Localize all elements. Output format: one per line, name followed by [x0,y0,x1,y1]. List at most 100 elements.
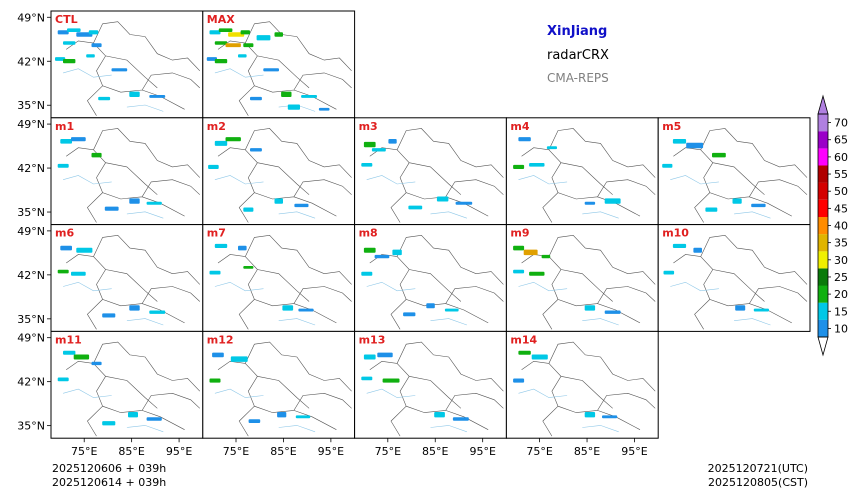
colorbar-tick-label: 15 [834,305,848,318]
x-tick-label: 85°E [270,445,296,458]
echo-cell [584,412,596,418]
panel-m6: m6 [50,224,204,332]
echo-cell [206,57,217,61]
panel-background [658,224,810,332]
x-tick-label: 85°E [118,445,144,458]
echo-cell [128,412,138,418]
echo-cell [434,412,445,418]
echo-cell [149,310,166,314]
province-border [369,128,504,223]
echo-cell [129,305,140,311]
echo-cell [294,203,309,208]
echo-cell [248,419,261,423]
echo-cell [129,198,140,204]
echo-cell [672,243,687,248]
panel-background [51,11,203,118]
y-tick-label: 49°N [17,332,45,345]
echo-cell [518,137,531,142]
province-border [66,341,201,437]
colorbar-segment [818,148,828,166]
province-border [673,234,808,330]
echo-cell [363,354,376,360]
echo-cell [274,198,283,204]
x-tick-label: 95°E [318,445,344,458]
colorbar-segment [818,319,828,337]
echo-cell [672,139,687,144]
colorbar-tick-label: 50 [834,185,848,198]
colorbar-tick-label: 65 [834,134,848,147]
echo-cell [452,417,469,421]
echo-cell [214,243,228,248]
echo-cell [584,201,596,205]
echo-cell [57,30,69,35]
river-line [214,175,316,219]
panel-label: m5 [662,120,681,133]
river-line [63,175,164,219]
panel-m2: m2 [202,117,356,226]
echo-cell [57,377,69,382]
panel-label: m11 [55,333,82,346]
panel-label: m14 [510,333,537,346]
echo-cell [243,43,254,48]
river-line [63,68,164,112]
echo-cell [277,412,287,418]
echo-cell [225,137,241,142]
init-time-cst: 2025120614 + 039h [52,476,166,489]
river-line [63,281,164,326]
echo-cell [513,269,525,274]
echo-cell [523,249,538,256]
y-tick-label: 42°N [17,162,45,175]
province-border [66,128,201,223]
echo-cell [693,247,702,253]
echo-cell [102,421,116,426]
echo-cell [60,245,72,251]
echo-cell [301,95,317,98]
echo-cell [129,91,140,97]
echo-cell [361,376,373,381]
colorbar-tick-label: 45 [834,202,848,215]
echo-cell [146,417,162,421]
panel-background [202,11,355,118]
province-border [521,128,656,223]
echo-cell [238,54,247,58]
y-tick-label: 42°N [17,376,45,389]
axis-labels: 35°N 42°N 49°N 35°N 42°N 49°N 35°N 42°N 49°N 35°N… [17,11,647,458]
echo-cell [363,247,376,253]
echo-cell [705,207,718,212]
panel-background [202,117,355,225]
panel-m14: m14 [505,330,659,439]
panel-m3: m3 [354,117,507,226]
river-line [366,388,467,433]
valid-time-utc: 2025120721(UTC) [708,462,808,475]
echo-cell [209,270,221,275]
x-tick-label: 85°E [422,445,448,458]
y-tick-label: 35°N [17,420,45,433]
echo-cell [149,95,166,98]
echo-cell [225,43,241,48]
echo-cell [86,54,95,58]
colorbar-segment [818,216,828,235]
echo-cell [377,352,393,358]
panel-background [658,117,810,225]
province-border [369,341,504,437]
colorbar-tick-label: 55 [834,168,848,181]
y-tick-label: 49°N [17,225,45,238]
echo-cell [228,32,245,37]
echo-cell [529,271,545,276]
echo-cell [382,378,400,383]
echo-cell [361,163,373,167]
x-tick-label: 95°E [469,445,495,458]
panel-m13: m13 [354,330,507,439]
river-line [518,388,619,433]
echo-cell [282,305,294,311]
echo-cell [388,139,397,144]
river-line [63,388,164,433]
x-tick-label: 85°E [574,445,600,458]
echo-cell [63,41,76,45]
y-tick-label: 35°N [17,313,45,326]
echo-cell [91,152,102,158]
colorbar-tick-label: 10 [834,322,848,335]
echo-cell [361,271,373,276]
echo-cell [209,378,221,383]
